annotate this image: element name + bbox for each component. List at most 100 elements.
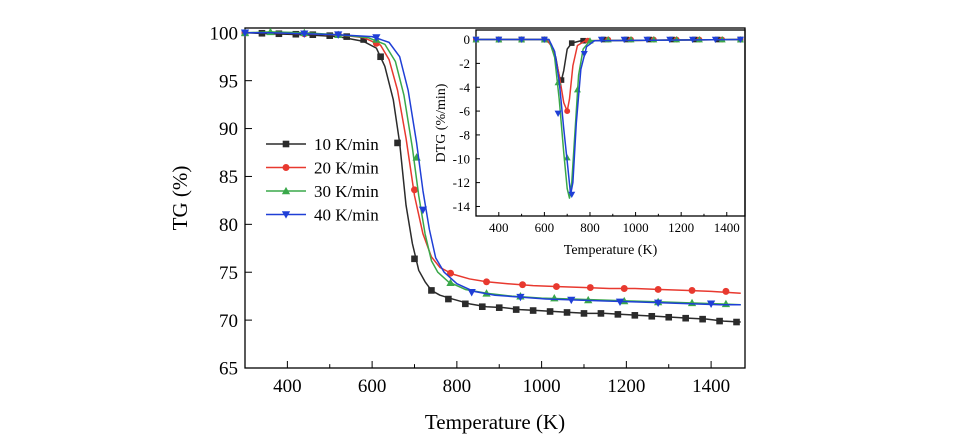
- main-data-point: [620, 285, 628, 292]
- inset-y-axis-title: DTG (%/min): [434, 83, 449, 162]
- main-data-point: [372, 34, 381, 42]
- inset-data-point: [580, 37, 586, 44]
- inset-series-line: [476, 38, 743, 81]
- inset-data-point: [554, 110, 562, 117]
- inset-x-tick-label: 600: [535, 220, 555, 235]
- main-data-point: [716, 317, 723, 325]
- inset-series-1: [473, 36, 744, 115]
- inset-x-tick-label: 1000: [623, 220, 649, 235]
- main-data-point: [377, 53, 384, 61]
- inset-x-axis-title: Temperature (K): [564, 243, 658, 258]
- inset-data-point: [564, 108, 571, 115]
- main-y-tick-label: 100: [210, 23, 239, 44]
- main-data-point: [478, 303, 486, 311]
- main-series-line: [244, 31, 741, 306]
- legend-label: 30 K/min: [314, 182, 379, 201]
- main-data-point: [428, 287, 435, 294]
- inset-series-3: [472, 36, 744, 199]
- inset-frame: [475, 29, 746, 217]
- main-series-line: [245, 32, 741, 295]
- main-data-point: [529, 307, 537, 314]
- inset-data-point: [597, 36, 605, 44]
- inset-data-point: [620, 36, 628, 44]
- main-data-point: [411, 186, 418, 194]
- main-data-point: [584, 295, 593, 304]
- main-y-tick-label: 80: [219, 215, 238, 236]
- main-data-point: [699, 315, 706, 323]
- main-data-point: [418, 206, 428, 215]
- main-data-point: [446, 278, 455, 287]
- inset-y-tick-label: -10: [453, 151, 470, 166]
- legend-item: 40 K/min: [266, 206, 379, 225]
- inset-data-point: [711, 36, 719, 44]
- main-data-point: [631, 312, 639, 319]
- main-data-point: [648, 312, 656, 320]
- legend-item: 10 K/min: [266, 135, 379, 154]
- inset-data-point: [518, 36, 526, 44]
- main-data-point: [447, 269, 454, 277]
- inset-data-point: [580, 51, 588, 58]
- main-data-point: [495, 304, 503, 311]
- main-x-tick-label: 1200: [607, 376, 645, 397]
- inset-y-tick-label: -6: [459, 104, 470, 119]
- main-data-point: [334, 31, 343, 39]
- main-data-point: [360, 36, 367, 43]
- inset-data-point: [568, 40, 575, 46]
- main-data-point: [620, 296, 629, 305]
- main-series-3: [240, 29, 741, 308]
- main-data-point: [580, 310, 588, 317]
- main-y-tick-label: 65: [219, 359, 238, 380]
- main-x-tick-label: 600: [358, 376, 387, 397]
- main-x-tick-label: 1400: [692, 376, 730, 397]
- inset-x-tick-label: 800: [580, 220, 600, 235]
- inset-data-point: [643, 36, 651, 44]
- main-data-point: [654, 299, 663, 307]
- legend-item: 30 K/min: [266, 182, 379, 201]
- main-data-point: [512, 306, 520, 313]
- inset-data-point: [568, 191, 576, 199]
- main-data-point: [343, 33, 350, 40]
- inset-y-tick-label: -12: [453, 175, 470, 190]
- inset-data-point: [689, 36, 697, 44]
- main-data-point: [240, 29, 250, 37]
- main-data-point: [563, 309, 571, 316]
- main-legend: 10 K/min 20 K/min 30 K/min 40 K/min: [266, 135, 379, 225]
- main-y-tick-label: 95: [219, 71, 238, 92]
- main-plot: 400 600 800 1000 1200 1400 65 70 75 80 85 90 95 100 Te…: [168, 23, 746, 434]
- legend-marker: [282, 140, 290, 148]
- main-x-tick-label: 400: [273, 376, 302, 397]
- main-data-point: [467, 289, 476, 297]
- legend-label: 40 K/min: [314, 206, 379, 225]
- main-data-point: [445, 295, 452, 303]
- main-y-tick-label: 75: [219, 263, 238, 284]
- main-data-point: [682, 314, 689, 322]
- main-data-point: [665, 313, 673, 321]
- inset-series-line: [476, 38, 743, 112]
- main-data-point: [597, 310, 605, 317]
- legend-label: 20 K/min: [314, 159, 379, 178]
- inset-y-tick-label: -14: [453, 199, 471, 214]
- inset-series-line: [476, 38, 743, 199]
- inset-data-point: [472, 36, 480, 44]
- inset-data-point: [736, 36, 744, 44]
- main-x-axis-title: Temperature (K): [425, 410, 565, 434]
- inset-y-tick-label: 0: [464, 32, 471, 47]
- main-data-point: [614, 311, 622, 318]
- main-x-tick-label: 1000: [523, 376, 561, 397]
- inset-x-tick-label: 1200: [668, 220, 694, 235]
- main-data-point: [567, 296, 576, 305]
- main-data-point: [462, 300, 469, 308]
- main-data-point: [326, 32, 334, 39]
- main-data-point: [519, 281, 527, 289]
- main-data-point: [586, 284, 594, 292]
- main-y-tick-label: 85: [219, 167, 238, 188]
- main-data-point: [300, 30, 309, 38]
- legend-marker: [282, 164, 290, 171]
- inset-y-tick-label: -4: [459, 80, 470, 95]
- main-data-point: [688, 286, 696, 294]
- main-data-point: [552, 283, 560, 291]
- inset-data-point: [600, 36, 607, 43]
- inset-data-point: [495, 36, 503, 44]
